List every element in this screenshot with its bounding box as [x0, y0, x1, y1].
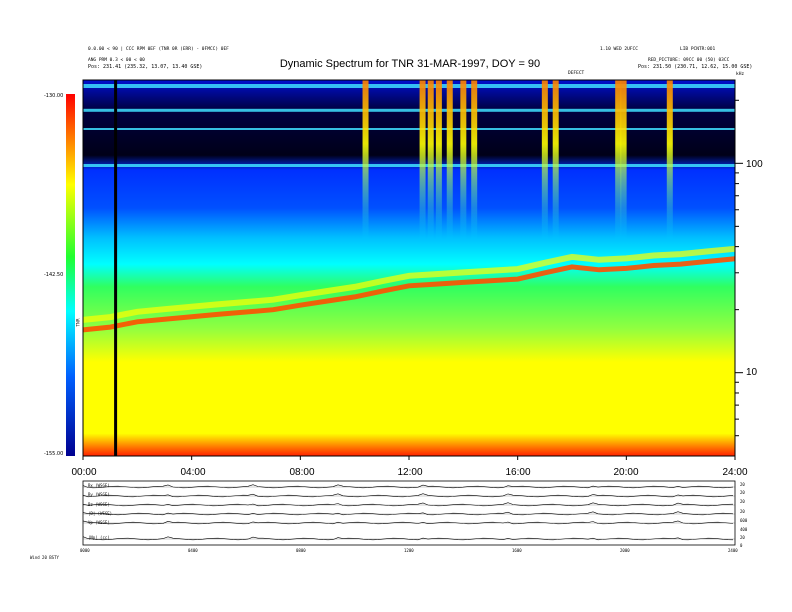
cyan-band [83, 108, 735, 112]
corner-unit: kHz [736, 72, 745, 77]
burst-mark [362, 80, 369, 240]
panel-label: |Np| (cc) [88, 535, 110, 540]
colorbar-tick-mid: -142.50 [44, 272, 64, 278]
burst-mark [620, 80, 627, 240]
panel-right-tick: 400 [740, 527, 748, 532]
panel-right-tick: 20 [740, 490, 745, 495]
burst-mark [541, 80, 548, 240]
burst-mark [446, 80, 453, 240]
plasma-line [82, 256, 736, 333]
panel-frame [82, 480, 736, 546]
left-info-1: 0.0.00 < 90 | CCC RPM 0EF (TNR 0R (ERR) … [88, 47, 229, 52]
panel-x-tick: 0000 [80, 548, 90, 553]
cyan-band [83, 164, 735, 167]
panel-x-tick: 0400 [188, 548, 198, 553]
burst-mark [435, 80, 442, 240]
x-tick-label: 00:00 [71, 467, 97, 478]
panel-trace [82, 511, 734, 516]
cyan-band [83, 84, 735, 88]
colorbar-tick-bottom: -155.00 [44, 451, 64, 457]
x-tick-label: 24:00 [722, 467, 748, 478]
burst-mark [552, 80, 559, 240]
panel-right-tick: 20 [740, 535, 745, 540]
panel-x-tick: 2400 [728, 548, 738, 553]
left-info-2: ANG PRM 0.3 < 00 < 00 [88, 58, 145, 63]
burst-mark [419, 80, 426, 240]
burst-mark [615, 80, 622, 240]
panel-label: By (WSGE) [88, 492, 110, 497]
right-info-2: LIB PCNTR:0O1 [680, 47, 716, 52]
x-tick-label: 20:00 [613, 467, 639, 478]
panel-x-tick: 0800 [296, 548, 306, 553]
center-mark: DEFECT [568, 71, 585, 76]
burst-mark [666, 80, 673, 240]
panel-trace [82, 484, 734, 489]
panel-x-tick: 1600 [512, 548, 522, 553]
chart-title: Dynamic Spectrum for TNR 31-MAR-1997, DO… [279, 58, 541, 70]
panel-label: Vp (WSGE) [88, 520, 110, 525]
footer-note: Wind 20 BSTY [30, 555, 59, 560]
y-tick-100: 100 [746, 159, 763, 170]
panel-right-tick: 600 [740, 518, 748, 523]
panel-trace [82, 520, 734, 525]
panel-right-tick: 20 [740, 509, 745, 514]
x-tick-label: 08:00 [289, 467, 315, 478]
panel-x-tick: 2000 [620, 548, 630, 553]
panel-x-tick: 1200 [404, 548, 414, 553]
panel-right-tick: 20 [740, 499, 745, 504]
cyan-band [83, 128, 735, 130]
panel-trace [82, 502, 734, 507]
x-tick-label: 12:00 [397, 467, 423, 478]
burst-mark [471, 80, 478, 240]
right-position: Pos: 231.50 (230.71, 12.62, 15.00 GSE) [638, 64, 753, 70]
x-tick-label: 16:00 [505, 467, 531, 478]
colorbar [66, 94, 75, 456]
right-info-1: 1.10 WED 2UFCC [600, 47, 638, 52]
panel-right-tick: 0 [740, 543, 743, 548]
y-tick-10: 10 [746, 367, 758, 378]
data-gap-line [114, 80, 118, 456]
burst-mark [460, 80, 467, 240]
right-info-3: RED_PICTURE: 09CC 00 (50) 03CC [648, 58, 730, 63]
panel-trace [82, 536, 734, 541]
colorbar-tick-top: -130.00 [44, 93, 64, 99]
panel-trace [82, 493, 734, 498]
left-position: Pos: 231.41 (235.32, 13.07, 13.40 GSE) [88, 64, 203, 70]
x-tick-label: 04:00 [180, 467, 206, 478]
panel-label: Bx (WSGE) [88, 483, 110, 488]
plasma-halo [82, 245, 736, 323]
burst-mark [427, 80, 434, 240]
panel-right-tick: 20 [740, 482, 745, 487]
